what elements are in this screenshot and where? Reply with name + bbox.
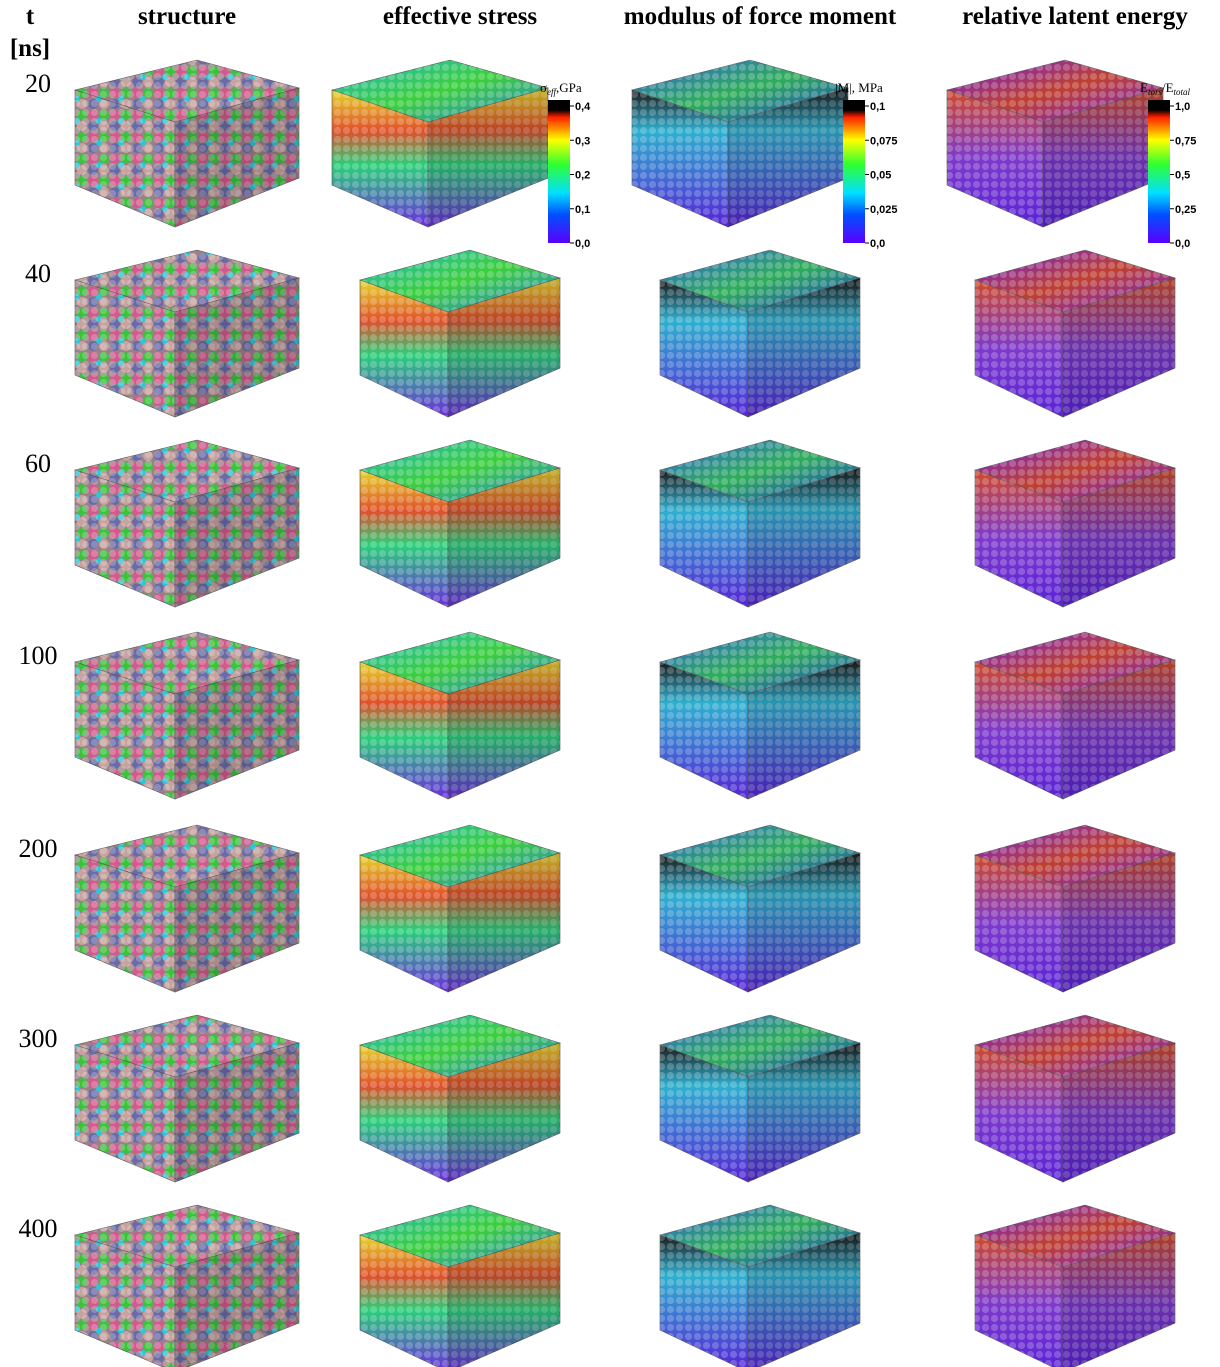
panel (975, 632, 1175, 799)
column-header: effective stress (383, 3, 538, 30)
panel (660, 1015, 860, 1182)
colorbar-tick-label: 0,075 (870, 135, 898, 147)
colorbar-title-part: total (1174, 87, 1191, 97)
column-header: structure (138, 3, 236, 30)
row-label: 200 (19, 834, 58, 863)
colorbar-title-part: tors (1148, 87, 1163, 97)
panel (975, 825, 1175, 992)
colorbar (843, 100, 865, 243)
panel (75, 440, 299, 607)
colorbar (548, 100, 570, 243)
panel (660, 250, 860, 417)
panel (975, 1015, 1175, 1182)
colorbar-title-part: E (1140, 80, 1148, 95)
row-label: 60 (25, 449, 51, 478)
panel (75, 632, 299, 799)
colorbar-title-part: σ (540, 80, 547, 95)
row-label: 40 (25, 259, 51, 288)
colorbar-tick-label: 0,05 (870, 170, 891, 182)
row-label: 20 (25, 69, 51, 98)
colorbar-tick-label: 0,025 (870, 204, 898, 216)
colorbar-tick-label: 0,3 (575, 135, 590, 147)
colorbar-tick-label: 0,75 (1175, 135, 1196, 147)
colorbar-tick-label: 0,2 (575, 170, 590, 182)
colorbar-title: σeff,GPa (540, 80, 582, 97)
panel (975, 250, 1175, 417)
column-header: relative latent energy (962, 3, 1188, 30)
time-unit: [ns] (10, 35, 50, 62)
colorbar-title-part: |M|, MPa (835, 80, 883, 95)
panel (360, 825, 560, 992)
panel (75, 825, 299, 992)
figure: t [ns] structure effective stress modulus … (0, 0, 1220, 1367)
column-header: modulus of force moment (624, 3, 897, 30)
colorbar-title: Etors/Etotal (1140, 80, 1191, 97)
panel (75, 60, 299, 227)
colorbar-tick-label: 0,1 (870, 101, 885, 113)
panel (360, 440, 560, 607)
row-label: 400 (19, 1214, 58, 1243)
row-label: 300 (19, 1024, 58, 1053)
colorbar-tick-label: 0,0 (575, 238, 590, 250)
panel (75, 1205, 299, 1367)
panel (660, 1205, 860, 1367)
colorbar-tick-label: 0,25 (1175, 204, 1196, 216)
panel (75, 250, 299, 417)
colorbar-title: |M|, MPa (835, 80, 883, 95)
panel (332, 60, 548, 227)
panel (660, 632, 860, 799)
panel (947, 60, 1163, 227)
colorbar-tick-label: 0,1 (575, 204, 590, 216)
colorbar-tick-label: 0,0 (870, 238, 885, 250)
panel (660, 825, 860, 992)
colorbar-title-part: ,GPa (556, 80, 582, 95)
panel (360, 1205, 560, 1367)
colorbar (1148, 100, 1170, 243)
panel (975, 440, 1175, 607)
panel (975, 1205, 1175, 1367)
panel (360, 632, 560, 799)
colorbar-tick-label: 1,0 (1175, 101, 1190, 113)
panel (75, 1015, 299, 1182)
colorbar-title-part: /E (1162, 80, 1174, 95)
time-label: t (26, 3, 35, 30)
row-label: 100 (19, 641, 58, 670)
colorbar-tick-label: 0,5 (1175, 170, 1190, 182)
panel (632, 60, 848, 227)
colorbar-tick-label: 0,4 (575, 101, 591, 113)
panel (360, 250, 560, 417)
panel (660, 440, 860, 607)
panel (360, 1015, 560, 1182)
colorbar-tick-label: 0,0 (1175, 238, 1190, 250)
panels (75, 60, 1175, 1367)
